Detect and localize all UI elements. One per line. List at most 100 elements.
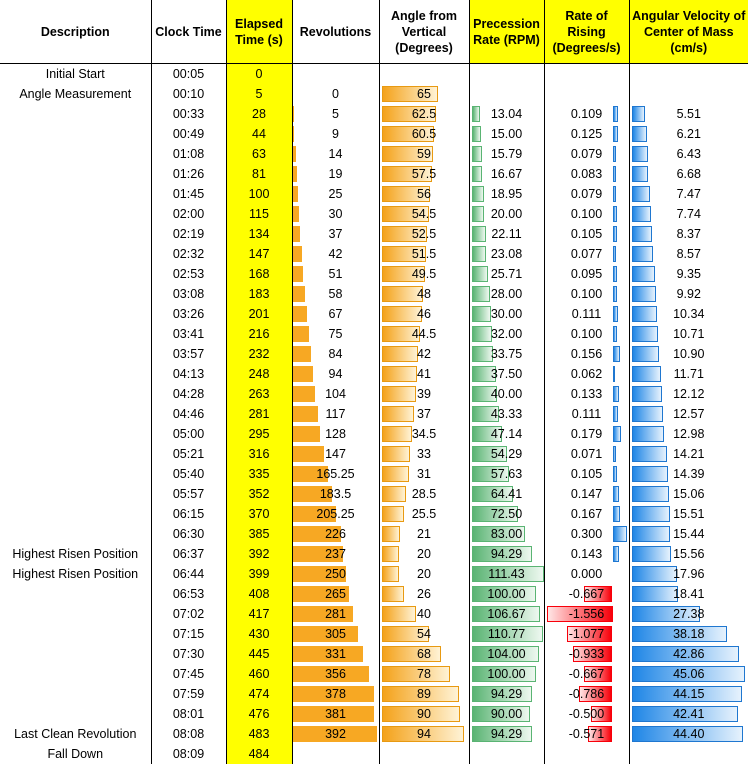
table-row: 01:08 63 14 59 15.79 0.079 6.43 [0, 144, 748, 164]
cell-value: 0.167 [570, 507, 603, 521]
clock-time-cell: 00:33 [151, 104, 227, 124]
data-bar [471, 226, 486, 242]
data-bar [612, 326, 618, 342]
elapsed-time-cell: 370 [226, 504, 293, 524]
cell-value: 27.38 [673, 607, 705, 621]
description-cell [0, 704, 152, 724]
precession-rate-cell: 72.50 [469, 504, 545, 524]
data-bar [381, 346, 419, 362]
header-revolutions: Revolutions [292, 0, 380, 64]
cell-value: 47.14 [490, 427, 523, 441]
precession-rate-cell: 106.67 [469, 604, 545, 624]
cell-value: 44.40 [673, 727, 705, 741]
table-row: 02:00 115 30 54.5 20.00 0.100 7.74 [0, 204, 748, 224]
cell-value: 484 [248, 747, 270, 761]
data-bar [381, 426, 412, 442]
table-row: 03:57 232 84 42 33.75 0.156 10.90 [0, 344, 748, 364]
cell-value: 250 [325, 567, 346, 581]
angle-cell: 40 [379, 604, 470, 624]
revolutions-cell: 128 [292, 424, 380, 444]
angular-velocity-cell: 8.57 [629, 244, 748, 264]
cell-value: 9 [332, 127, 339, 141]
cell-value: 67 [328, 307, 343, 321]
angle-cell: 94 [379, 724, 470, 744]
angle-cell: 46 [379, 304, 470, 324]
cell-value: 6.68 [676, 167, 701, 181]
data-bar [292, 706, 375, 722]
data-bar [381, 286, 424, 302]
clock-time-cell: 07:59 [151, 684, 227, 704]
data-bar [572, 646, 613, 662]
cell-value: 65 [417, 87, 431, 101]
table-row: Initial Start 00:05 0 [0, 63, 748, 84]
rate-of-rising-cell: 0.147 [544, 484, 630, 504]
cell-value: 57.5 [411, 167, 437, 181]
header-precession-rate: Precession Rate (RPM) [469, 0, 545, 64]
cell-value: 00:10 [172, 87, 205, 101]
angular-velocity-cell: 12.12 [629, 384, 748, 404]
table-row: 02:32 147 42 51.5 23.08 0.077 8.57 [0, 244, 748, 264]
elapsed-time-cell: 281 [226, 404, 293, 424]
cell-value: Angle Measurement [19, 87, 132, 101]
angle-cell: 25.5 [379, 504, 470, 524]
data-bar [612, 526, 627, 542]
angular-velocity-cell: 17.96 [629, 564, 748, 584]
cell-value: -0.786 [568, 687, 605, 701]
angular-velocity-cell: 6.21 [629, 124, 748, 144]
clock-time-cell: 05:00 [151, 424, 227, 444]
angle-cell: 37 [379, 404, 470, 424]
angle-cell: 56 [379, 184, 470, 204]
revolutions-cell: 305 [292, 624, 380, 644]
angular-velocity-cell [629, 744, 748, 764]
elapsed-time-cell: 134 [226, 224, 293, 244]
precession-rate-cell: 94.29 [469, 544, 545, 564]
precession-rate-cell: 100.00 [469, 584, 545, 604]
header-rate-of-rising: Rate of Rising (Degrees/s) [544, 0, 630, 64]
cell-value: 263 [248, 387, 270, 401]
angle-cell: 31 [379, 464, 470, 484]
table-row: 07:45 460 356 78 100.00 -0.667 45.06 [0, 664, 748, 684]
cell-value: 42.41 [673, 707, 705, 721]
revolutions-cell: 9 [292, 124, 380, 144]
cell-value: 05:40 [172, 467, 205, 481]
data-bar [591, 706, 613, 722]
elapsed-time-cell: 408 [226, 584, 293, 604]
cell-value: 0.100 [570, 287, 603, 301]
description-cell [0, 584, 152, 604]
angular-velocity-cell: 8.37 [629, 224, 748, 244]
header-angle: Angle from Vertical (Degrees) [379, 0, 470, 64]
cell-value: 90 [417, 707, 431, 721]
cell-value: 39 [417, 387, 431, 401]
data-bar [381, 226, 428, 242]
elapsed-time-cell: 474 [226, 684, 293, 704]
elapsed-time-cell: 168 [226, 264, 293, 284]
clock-time-cell: 04:13 [151, 364, 227, 384]
description-cell [0, 304, 152, 324]
revolutions-cell: 25 [292, 184, 380, 204]
cell-value: 33 [417, 447, 431, 461]
table-row: 00:49 44 9 60.5 15.00 0.125 6.21 [0, 124, 748, 144]
data-bar [292, 326, 309, 342]
revolutions-cell: 19 [292, 164, 380, 184]
cell-value: 100 [248, 187, 270, 201]
elapsed-time-cell: 232 [226, 344, 293, 364]
data-bar [292, 406, 318, 422]
data-bar [612, 446, 616, 462]
cell-value: 445 [248, 647, 270, 661]
data-bar [381, 606, 417, 622]
elapsed-time-cell: 476 [226, 704, 293, 724]
data-bar [631, 186, 651, 202]
data-bar [292, 306, 307, 322]
clock-time-cell: 02:32 [151, 244, 227, 264]
precession-rate-cell: 64.41 [469, 484, 545, 504]
angle-cell: 34.5 [379, 424, 470, 444]
data-bar [381, 546, 399, 562]
precession-rate-cell: 33.75 [469, 344, 545, 364]
precession-rate-cell: 110.77 [469, 624, 545, 644]
cell-value: 75 [328, 327, 343, 341]
cell-value: 06:37 [172, 547, 205, 561]
precession-rate-cell [469, 84, 545, 104]
cell-value: 12.12 [673, 387, 705, 401]
cell-value: -1.556 [568, 607, 605, 621]
cell-value: 64.41 [490, 487, 523, 501]
